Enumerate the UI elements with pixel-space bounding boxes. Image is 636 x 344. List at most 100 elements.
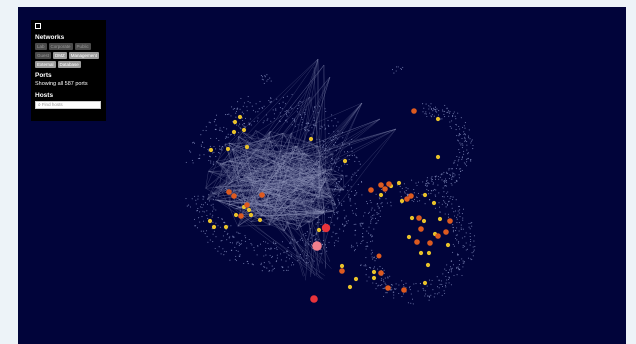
port-dot: [261, 270, 263, 272]
port-dot: [426, 179, 428, 181]
connection-edge: [317, 175, 344, 218]
port-dot: [357, 169, 359, 171]
connection-edge: [279, 195, 304, 277]
port-dot: [362, 236, 364, 238]
port-dot: [209, 122, 211, 124]
port-dot: [415, 283, 417, 285]
port-dot: [343, 224, 345, 226]
port-dot: [190, 151, 192, 153]
connection-edge: [244, 156, 274, 161]
host-node: [376, 253, 382, 259]
port-dot: [459, 268, 461, 271]
port-dot: [275, 242, 277, 244]
port-dot: [192, 162, 194, 164]
port-dot: [273, 113, 275, 115]
port-dot: [246, 110, 248, 112]
port-dot: [470, 142, 472, 144]
network-chip-corporate[interactable]: Corporate: [48, 43, 73, 50]
port-dot: [432, 110, 434, 112]
host-node: [385, 285, 391, 291]
collapse-icon[interactable]: [35, 23, 41, 29]
connection-edge: [238, 146, 272, 164]
network-chip-guest[interactable]: Guest: [35, 52, 52, 59]
network-graph[interactable]: [18, 7, 626, 344]
port-dot: [299, 101, 301, 103]
port-dot: [246, 247, 248, 249]
port-dot: [425, 113, 427, 115]
port-dot: [305, 235, 307, 237]
port-dot: [219, 152, 221, 154]
port-dot: [331, 200, 333, 202]
host-node: [422, 280, 428, 286]
port-dot: [424, 203, 426, 205]
port-dot: [287, 269, 289, 271]
port-dot: [220, 148, 222, 151]
network-chip-database[interactable]: Database: [57, 61, 81, 68]
port-dot: [212, 203, 214, 205]
port-dot: [366, 280, 368, 282]
port-dot: [365, 274, 367, 276]
port-dot: [306, 231, 308, 233]
port-dot: [206, 214, 208, 217]
port-dot: [459, 216, 461, 218]
port-dot: [350, 176, 352, 178]
port-dot: [457, 210, 459, 212]
port-dot: [375, 257, 377, 260]
connection-edge: [228, 142, 298, 147]
port-dot: [290, 106, 292, 108]
port-dot: [434, 178, 437, 180]
connection-edge: [244, 156, 287, 184]
network-chip-dmz[interactable]: DMZ: [53, 52, 67, 59]
port-dot: [212, 241, 214, 243]
port-dot: [263, 105, 265, 107]
port-dot: [457, 112, 459, 114]
port-dot: [385, 284, 387, 286]
port-dot: [321, 253, 323, 255]
port-dot: [305, 243, 307, 245]
network-chip-lab[interactable]: Lab: [35, 43, 47, 50]
connection-edge: [317, 146, 325, 212]
network-filter-list: Lab Corporate Public Guest DMZ Management Exte…: [35, 43, 103, 68]
port-dot: [272, 268, 274, 270]
port-dot: [459, 128, 461, 130]
port-dot: [329, 216, 332, 218]
port-dot: [473, 249, 475, 251]
port-dot: [364, 264, 366, 266]
port-dot: [365, 248, 367, 250]
port-dot: [371, 236, 373, 238]
port-dot: [233, 134, 236, 136]
port-dot: [217, 225, 219, 227]
port-dot: [442, 187, 444, 189]
port-dot: [315, 239, 317, 241]
port-dot: [310, 232, 312, 234]
port-dot: [319, 105, 321, 107]
network-graph-canvas[interactable]: [18, 7, 626, 344]
port-dot: [370, 241, 372, 243]
port-dot: [269, 77, 271, 79]
port-dot: [452, 115, 454, 117]
port-dot: [417, 290, 419, 292]
port-dot: [401, 187, 403, 190]
port-dot: [300, 257, 302, 259]
connection-edge: [207, 96, 311, 200]
network-chip-public[interactable]: Public: [74, 43, 91, 50]
port-dot: [425, 183, 427, 185]
port-dot: [437, 175, 439, 178]
port-dot: [250, 243, 252, 245]
port-dot: [341, 174, 343, 176]
port-dot: [462, 246, 464, 248]
port-dot: [445, 275, 447, 278]
port-dot: [263, 262, 265, 264]
port-dot: [344, 163, 346, 165]
network-chip-external[interactable]: External: [35, 61, 56, 68]
port-dot: [339, 147, 341, 149]
hosts-search-input[interactable]: ⌕ Find hosts: [35, 101, 101, 109]
port-dot: [366, 230, 368, 232]
port-dot: [226, 113, 228, 116]
network-chip-management[interactable]: Management: [68, 52, 100, 59]
port-dot: [316, 231, 318, 233]
port-dot: [350, 147, 352, 149]
connection-edge: [254, 58, 319, 151]
port-dot: [467, 153, 469, 155]
port-dot: [240, 128, 242, 130]
